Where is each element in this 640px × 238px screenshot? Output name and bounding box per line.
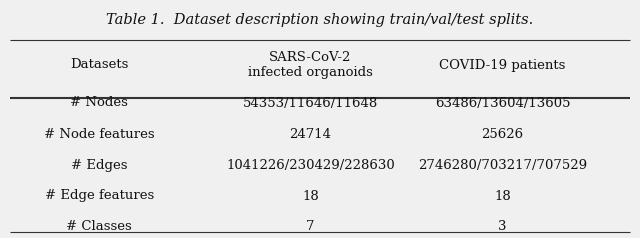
Text: 63486/13604/13605: 63486/13604/13605 bbox=[435, 96, 570, 109]
Text: # Nodes: # Nodes bbox=[70, 96, 128, 109]
Text: 3: 3 bbox=[498, 220, 507, 233]
Text: 18: 18 bbox=[302, 189, 319, 203]
Text: # Edge features: # Edge features bbox=[45, 189, 154, 203]
Text: 2746280/703217/707529: 2746280/703217/707529 bbox=[418, 159, 587, 172]
Text: 7: 7 bbox=[306, 220, 315, 233]
Text: COVID-19 patients: COVID-19 patients bbox=[439, 59, 566, 71]
Text: # Classes: # Classes bbox=[67, 220, 132, 233]
Text: # Edges: # Edges bbox=[71, 159, 127, 172]
Text: Datasets: Datasets bbox=[70, 59, 129, 71]
Text: SARS-CoV-2
infected organoids: SARS-CoV-2 infected organoids bbox=[248, 51, 373, 79]
Text: 24714: 24714 bbox=[289, 128, 332, 140]
Text: Table 1.  Dataset description showing train/val/test splits.: Table 1. Dataset description showing tra… bbox=[106, 13, 534, 27]
Text: 25626: 25626 bbox=[481, 128, 524, 140]
Text: # Node features: # Node features bbox=[44, 128, 154, 140]
Text: 18: 18 bbox=[494, 189, 511, 203]
Text: 54353/11646/11648: 54353/11646/11648 bbox=[243, 96, 378, 109]
Text: 1041226/230429/228630: 1041226/230429/228630 bbox=[226, 159, 395, 172]
